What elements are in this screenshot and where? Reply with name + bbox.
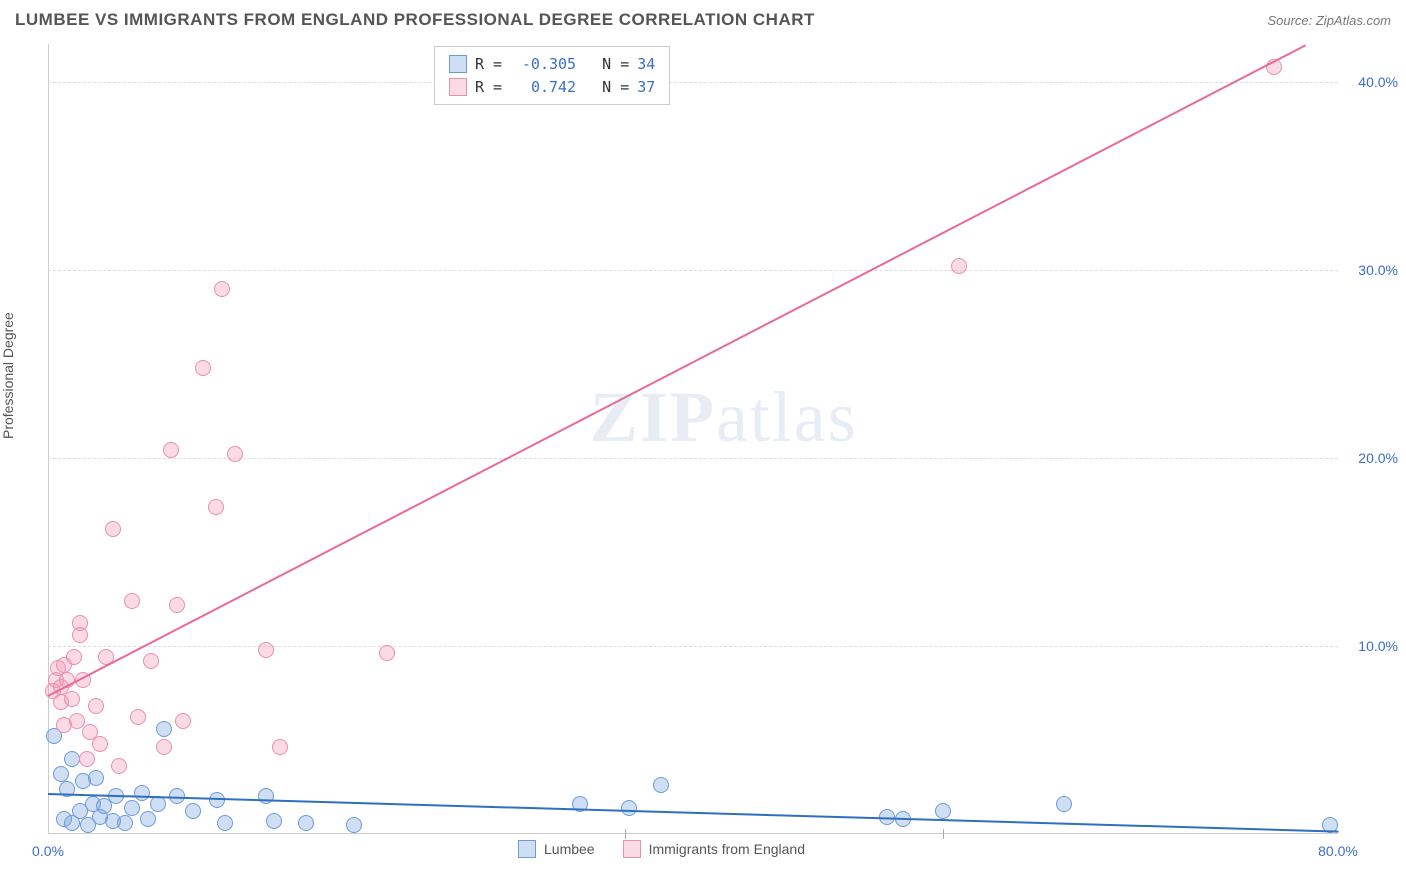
scatter-point: [621, 800, 637, 816]
x-tick-label: 80.0%: [1318, 843, 1358, 859]
scatter-point: [156, 739, 172, 755]
scatter-point: [272, 739, 288, 755]
scatter-point: [185, 803, 201, 819]
scatter-point: [143, 653, 159, 669]
scatter-point: [653, 777, 669, 793]
stats-r-label: R =: [475, 76, 502, 99]
scatter-point: [258, 788, 274, 804]
y-axis-line: [48, 44, 49, 834]
legend-label: Lumbee: [544, 841, 595, 857]
stats-n-value: 37: [637, 76, 655, 99]
stats-r-value: -0.305: [510, 53, 576, 76]
legend-label: Immigrants from England: [649, 841, 805, 857]
y-tick-label: 30.0%: [1358, 262, 1398, 278]
stats-row: R = -0.305 N = 34: [449, 53, 655, 76]
x-tick-label: 0.0%: [32, 843, 64, 859]
scatter-point: [88, 770, 104, 786]
y-tick-label: 10.0%: [1358, 638, 1398, 654]
grid-line: [48, 270, 1338, 271]
scatter-point: [1056, 796, 1072, 812]
scatter-point: [951, 258, 967, 274]
scatter-point: [935, 803, 951, 819]
scatter-point: [156, 721, 172, 737]
scatter-point: [111, 758, 127, 774]
scatter-point: [217, 815, 233, 831]
scatter-point: [208, 499, 224, 515]
scatter-point: [227, 446, 243, 462]
plot-area: 10.0%20.0%30.0%40.0%0.0%80.0%: [48, 44, 1338, 834]
stats-row: R = 0.742 N = 37: [449, 76, 655, 99]
scatter-point: [92, 736, 108, 752]
scatter-point: [195, 360, 211, 376]
scatter-point: [88, 698, 104, 714]
scatter-point: [64, 691, 80, 707]
trend-line: [48, 44, 1307, 697]
scatter-point: [214, 281, 230, 297]
scatter-point: [209, 792, 225, 808]
chart-legend: Lumbee Immigrants from England: [518, 840, 805, 858]
scatter-point: [105, 521, 121, 537]
scatter-point: [163, 442, 179, 458]
scatter-point: [130, 709, 146, 725]
stats-n-value: 34: [637, 53, 655, 76]
scatter-point: [72, 615, 88, 631]
scatter-point: [175, 713, 191, 729]
y-tick-label: 40.0%: [1358, 74, 1398, 90]
scatter-point: [124, 593, 140, 609]
x-axis-line: [48, 833, 1338, 834]
x-tick-mark: [625, 829, 626, 839]
scatter-point: [124, 800, 140, 816]
scatter-point: [169, 597, 185, 613]
legend-swatch: [623, 840, 641, 858]
scatter-point: [346, 817, 362, 833]
scatter-point: [66, 649, 82, 665]
stats-swatch: [449, 78, 467, 96]
scatter-point: [298, 815, 314, 831]
scatter-point: [258, 642, 274, 658]
stats-n-label: N =: [584, 76, 629, 99]
stats-r-label: R =: [475, 53, 502, 76]
stats-r-value: 0.742: [510, 76, 576, 99]
scatter-point: [379, 645, 395, 661]
correlation-stats-box: R = -0.305 N = 34 R = 0.742 N = 37: [434, 46, 670, 105]
stats-swatch: [449, 55, 467, 73]
scatter-point: [134, 785, 150, 801]
y-tick-label: 20.0%: [1358, 450, 1398, 466]
legend-item: Lumbee: [518, 840, 595, 858]
stats-n-label: N =: [584, 53, 629, 76]
scatter-point: [140, 811, 156, 827]
grid-line: [48, 646, 1338, 647]
scatter-point: [79, 751, 95, 767]
chart-header: LUMBEE VS IMMIGRANTS FROM ENGLAND PROFES…: [15, 10, 1391, 30]
scatter-point: [266, 813, 282, 829]
trend-line: [48, 793, 1338, 833]
grid-line: [48, 82, 1338, 83]
scatter-point: [117, 815, 133, 831]
legend-item: Immigrants from England: [623, 840, 805, 858]
scatter-point: [53, 766, 69, 782]
y-axis-title: Professional Degree: [0, 312, 16, 439]
legend-swatch: [518, 840, 536, 858]
chart-source: Source: ZipAtlas.com: [1267, 13, 1391, 28]
x-tick-mark: [943, 829, 944, 839]
chart-title: LUMBEE VS IMMIGRANTS FROM ENGLAND PROFES…: [15, 10, 815, 30]
